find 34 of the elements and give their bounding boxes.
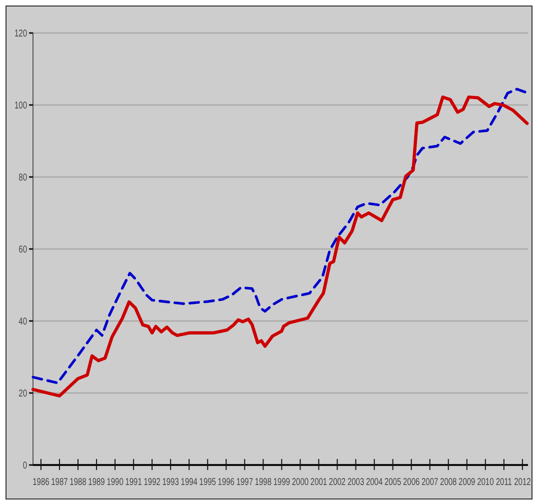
x-tick-label: 1987 — [51, 476, 68, 488]
x-tick-label: 2001 — [310, 476, 328, 488]
y-tick-label: 80 — [18, 171, 28, 183]
x-tick-label: 1988 — [70, 476, 86, 488]
x-tick-label: 1995 — [199, 476, 216, 488]
x-tick-label: 1989 — [88, 476, 105, 488]
y-tick-label: 120 — [14, 27, 28, 39]
x-tick-label: 1990 — [106, 476, 124, 488]
y-tick-label: 0 — [22, 459, 28, 471]
x-tick-label: 1992 — [144, 476, 160, 488]
x-tick-label: 1986 — [32, 476, 50, 488]
x-tick-label: 2002 — [328, 476, 346, 488]
x-tick-label: 1991 — [125, 476, 142, 488]
x-tick-label: 2009 — [458, 476, 476, 488]
x-tick-label: 1998 — [254, 476, 272, 488]
x-tick-label: 2011 — [496, 476, 512, 488]
y-tick-label: 20 — [18, 387, 28, 399]
x-tick-label: 2007 — [422, 476, 438, 488]
x-tick-label: 1997 — [236, 476, 254, 488]
x-tick-label: 2012 — [514, 476, 531, 488]
y-tick-label: 60 — [18, 243, 28, 255]
x-tick-label: 1996 — [218, 476, 235, 488]
x-tick-label: 2005 — [384, 476, 402, 488]
y-tick-label: 100 — [14, 99, 28, 111]
x-tick-label: 2008 — [440, 476, 457, 488]
x-tick-label: 1993 — [162, 476, 179, 488]
y-tick-label: 40 — [18, 315, 28, 327]
x-tick-label: 1994 — [180, 476, 198, 488]
x-tick-label: 2000 — [292, 476, 309, 488]
x-tick-label: 2006 — [403, 476, 420, 488]
x-tick-label: 1999 — [273, 476, 290, 488]
x-tick-label: 2010 — [477, 476, 494, 488]
x-tick-label: 2003 — [347, 476, 364, 488]
x-tick-label: 2004 — [366, 476, 383, 488]
